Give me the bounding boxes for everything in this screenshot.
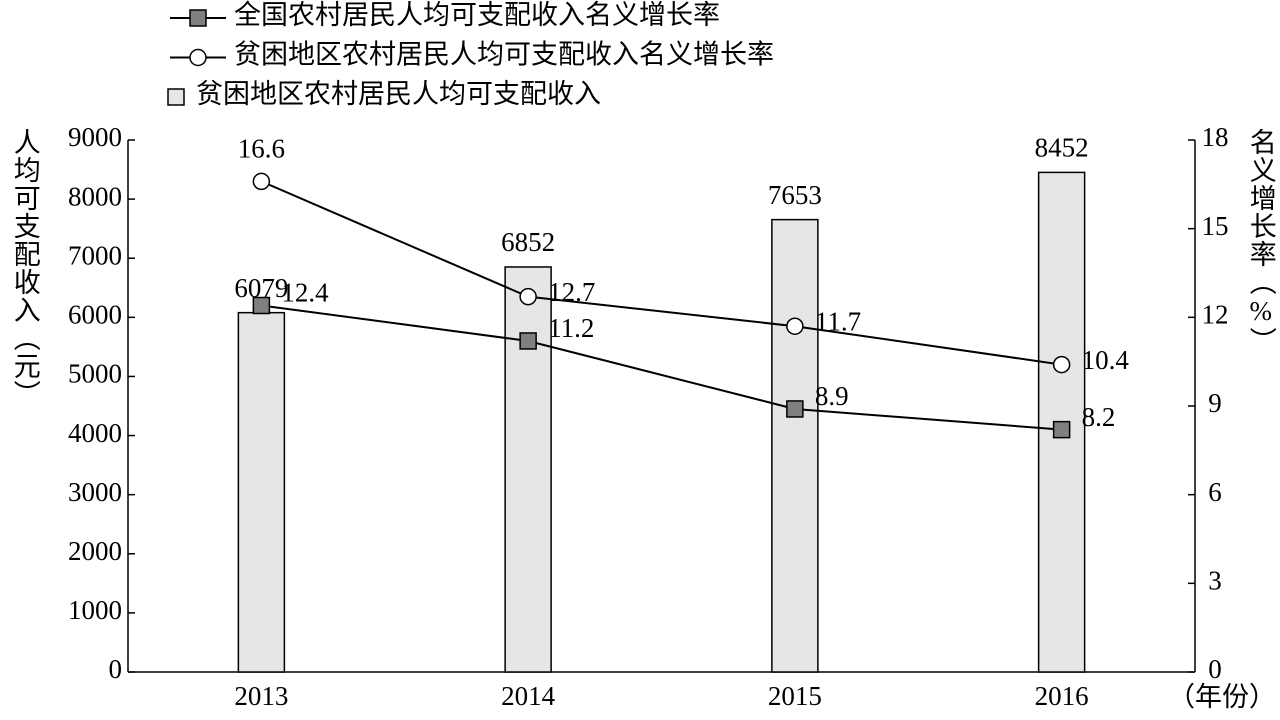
bar — [237, 311, 286, 673]
y-tick-label: 2000 — [68, 536, 122, 566]
point-value-label: 12.7 — [548, 277, 595, 307]
bar — [504, 266, 552, 673]
point — [786, 400, 804, 418]
legend-marker — [189, 48, 207, 67]
x-tick-label: 2013 — [234, 681, 288, 711]
y-tick-label: 0 — [109, 654, 123, 684]
point-value-label: 8.9 — [815, 381, 849, 411]
y-tick-label: 4000 — [68, 418, 122, 448]
y-tick-label: 3000 — [68, 477, 122, 507]
y2-tick-label: 15 — [1202, 211, 1229, 241]
point-value-label: 11.2 — [548, 313, 594, 343]
legend-label: 全国农村居民人均可支配收入名义增长率 — [234, 0, 720, 30]
y-tick-label: 6000 — [68, 300, 122, 330]
point — [252, 296, 271, 315]
point — [252, 172, 271, 191]
legend-label: 贫困地区农村居民人均可支配收入 — [196, 79, 601, 109]
x-tick-label: 2016 — [1035, 681, 1089, 711]
bar-value-label: 8452 — [1035, 133, 1089, 163]
point-value-label: 16.6 — [238, 134, 285, 164]
x-axis-label: （年份） — [1168, 682, 1276, 712]
bar-value-label: 7653 — [768, 180, 822, 210]
legend-label: 贫困地区农村居民人均可支配收入名义增长率 — [234, 40, 774, 70]
line — [260, 180, 1062, 366]
x-tick-label: 2015 — [768, 681, 822, 711]
point — [1052, 420, 1071, 439]
y-tick-label: 8000 — [68, 181, 122, 211]
point-value-label: 10.4 — [1082, 345, 1130, 375]
point-value-label: 12.4 — [281, 278, 329, 308]
y-axis-label: 人均可支配收入（元） — [10, 128, 41, 408]
y2-tick-label: 9 — [1208, 388, 1222, 418]
legend-marker — [189, 9, 207, 27]
point-value-label: 8.2 — [1082, 402, 1116, 432]
line — [261, 304, 1062, 431]
y2-tick-label: 18 — [1202, 122, 1229, 152]
point-value-label: 11.7 — [815, 306, 861, 336]
y-tick-label: 1000 — [68, 595, 122, 625]
point — [519, 287, 537, 306]
y2-tick-label: 12 — [1202, 300, 1229, 330]
y-tick-label: 9000 — [68, 122, 122, 152]
y-tick-label: 7000 — [68, 240, 122, 270]
bar — [771, 218, 819, 673]
y2-tick-label: 6 — [1208, 477, 1222, 507]
point — [519, 332, 537, 350]
y-tick-label: 5000 — [68, 359, 122, 389]
point — [786, 317, 804, 335]
legend-swatch — [167, 88, 185, 106]
bar-value-label: 6852 — [501, 227, 555, 257]
point — [1052, 355, 1071, 374]
x-tick-label: 2014 — [501, 681, 556, 711]
y2-axis-label: 名义增长率（%） — [1246, 128, 1277, 355]
y2-tick-label: 0 — [1208, 654, 1222, 684]
y2-tick-label: 3 — [1208, 566, 1222, 596]
